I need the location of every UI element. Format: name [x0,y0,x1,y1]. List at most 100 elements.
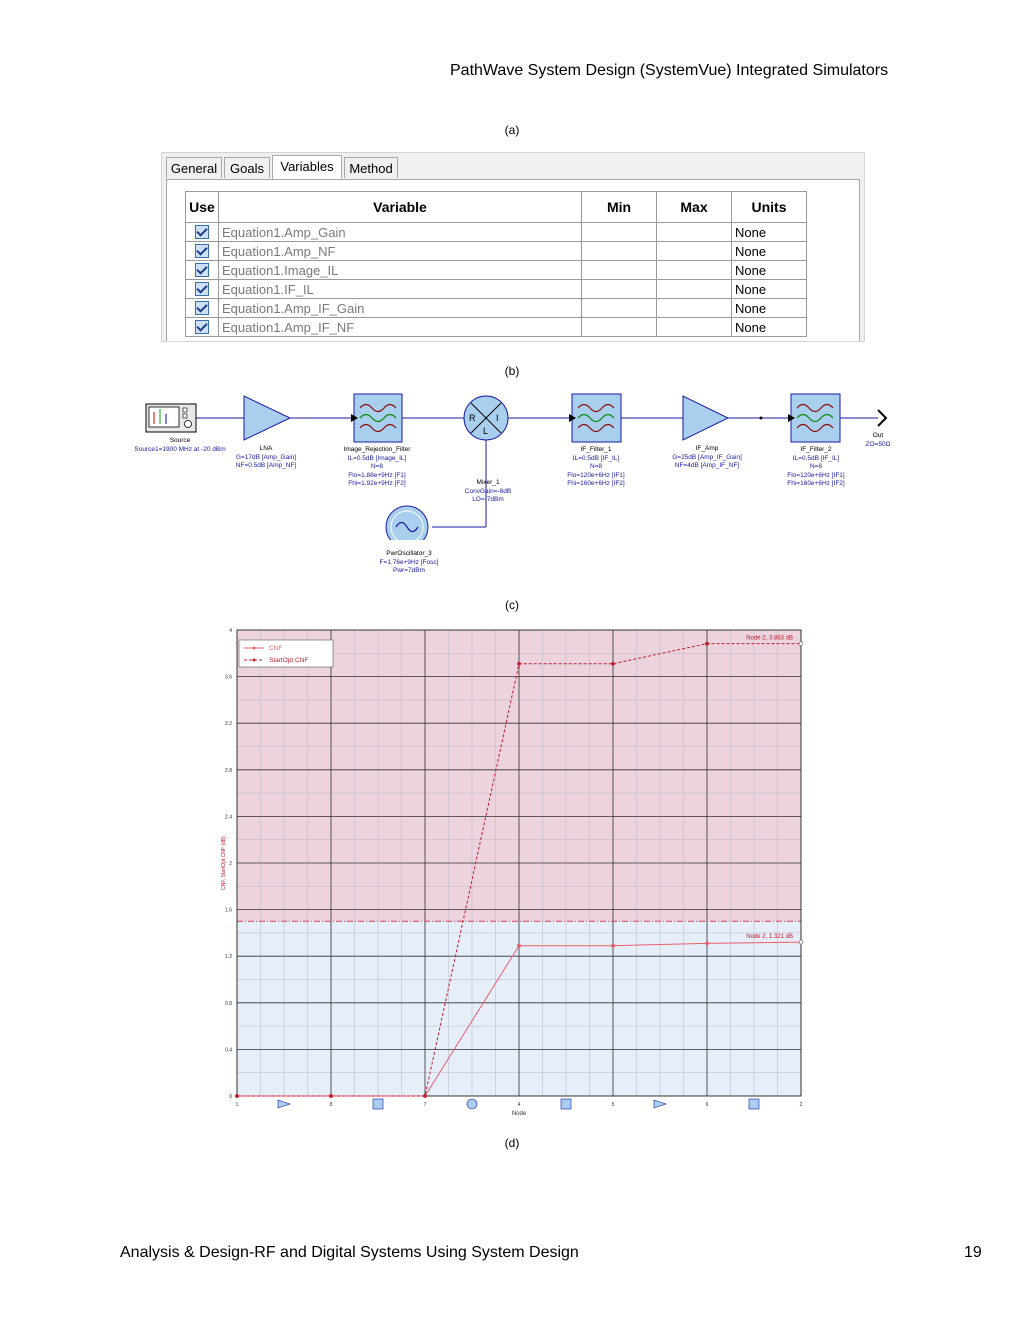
legend-label: StartOpt.CNF [269,657,308,664]
col-units[interactable]: Units [731,191,807,223]
optimization-dialog: General Goals Variables Method Use Varia… [161,152,865,342]
tab-variables[interactable]: Variables [272,155,342,179]
lna-param: NF=0.5dB [Amp_NF] [235,462,297,469]
marker-annotation: Node 2, 3.883 dB [746,636,793,642]
oscillator-param: F=1.76e+9Hz [Fosc] [379,558,439,566]
if-filter-1-icon[interactable] [569,393,622,443]
units-cell[interactable]: None [731,222,807,242]
tab-goals[interactable]: Goals [224,157,270,178]
series-point [611,661,615,666]
table-row[interactable]: Equation1.IF_IL None [185,279,807,299]
if-filter-1-param: Fhi=160e+6Hz [IF2] [567,480,625,487]
page-number: 19 [964,1244,982,1261]
series-point [517,661,521,666]
filter-icon [372,1098,384,1110]
table-row[interactable]: Equation1.Amp_IF_NF None [185,317,807,337]
if-filter-2-param: Flo=120e+6Hz [IF1] [787,471,845,479]
x-tick-label: 5 [612,1102,615,1108]
variable-cell: Equation1.Image_IL [218,260,582,280]
legend-label: CNF [269,645,282,652]
max-cell[interactable] [656,298,732,318]
variable-cell: Equation1.Amp_NF [218,241,582,261]
if-amp-name: IF_Amp [695,445,719,452]
y-tick-label: 3.6 [225,675,232,681]
y-axis-label: CNF, StartOpt.CNF (dB) [221,836,227,890]
min-cell[interactable] [581,298,657,318]
image-filter-param: Flo=1.88e+9Hz [F1] [348,471,406,479]
variable-cell: Equation1.IF_IL [218,279,582,299]
units-cell[interactable]: None [731,260,807,280]
if-amp-param: G=25dB [Amp_IF_Gain] [672,453,742,461]
max-cell[interactable] [656,317,732,337]
table-row[interactable]: Equation1.Amp_Gain None [185,222,807,242]
max-cell[interactable] [656,222,732,242]
mixer-icon[interactable]: R I L [463,395,509,441]
series-point [705,941,709,946]
filter-icon [560,1098,572,1110]
min-cell[interactable] [581,260,657,280]
table-row[interactable]: Equation1.Amp_NF None [185,241,807,261]
max-cell[interactable] [656,241,732,261]
if-filter-2-name: IF_Filter_2 [800,446,832,453]
x-tick-label: 8 [330,1102,333,1108]
units-cell[interactable]: None [731,279,807,299]
use-checkbox[interactable] [185,279,219,299]
output-port-icon[interactable] [877,409,888,427]
y-tick-label: 4 [229,628,232,634]
image-filter-label-block: Image_Rejection_Filter IL=0.5dB [Image_I… [332,446,422,489]
oscillator-name: PwrOscillator_3 [386,550,432,557]
tab-general[interactable]: General [166,157,222,178]
col-use[interactable]: Use [185,191,219,223]
max-cell[interactable] [656,279,732,299]
min-cell[interactable] [581,317,657,337]
if-amplifier-icon[interactable] [682,395,730,441]
use-checkbox[interactable] [185,260,219,280]
y-tick-label: 1.6 [225,908,232,914]
tab-method[interactable]: Method [344,157,398,178]
max-cell[interactable] [656,260,732,280]
units-cell[interactable]: None [731,241,807,261]
table-row[interactable]: Equation1.Amp_IF_Gain None [185,298,807,318]
y-tick-label: 0.8 [225,1001,232,1007]
lna-label-block: LNA G=17dB [Amp_Gain] NF=0.5dB [Amp_NF] [226,445,306,471]
series-point [798,939,804,945]
if-filter-2-param: Fhi=160e+6Hz [IF2] [787,480,845,487]
if-filter-2-label-block: IF_Filter_2 IL=0.5dB [IF_IL] N=8 Flo=120… [776,446,856,489]
if-filter-1-param: N=8 [589,463,603,470]
footer-title: Analysis & Design-RF and Digital Systems… [120,1244,579,1261]
col-max[interactable]: Max [656,191,732,223]
units-cell[interactable]: None [731,298,807,318]
out-param: ZO=50Ω [865,440,891,448]
image-filter-icon[interactable] [351,393,403,443]
y-tick-label: 0 [229,1094,232,1100]
use-checkbox[interactable] [185,298,219,318]
min-cell[interactable] [581,222,657,242]
series-point [235,1094,239,1098]
signal-source-icon[interactable] [145,403,197,433]
oscillator-icon[interactable] [385,505,429,540]
caption-d: (d) [504,1136,520,1150]
if-filter-2-icon[interactable] [759,393,841,443]
col-min[interactable]: Min [581,191,657,223]
lna-amplifier-icon[interactable] [243,395,292,441]
if-amp-param: NF=4dB [Amp_IF_NF] [674,462,740,469]
use-checkbox[interactable] [185,317,219,337]
y-tick-label: 3.2 [225,721,232,727]
table-row[interactable]: Equation1.Image_IL None [185,260,807,280]
cnf-chart: 0 0.4 0.8 1.2 1.6 2 2.4 2.8 3.2 3.6 4 1 8 7 4 5 6 2 Node CN… [221,628,804,1117]
if-amp-label-block: IF_Amp G=25dB [Amp_IF_Gain] NF=4dB [Amp_… [662,445,752,471]
series-point [705,641,709,646]
source-name: Source [169,437,191,444]
series-point [798,641,804,646]
min-cell[interactable] [581,241,657,261]
use-checkbox[interactable] [185,241,219,261]
use-checkbox[interactable] [185,222,219,242]
col-variable[interactable]: Variable [218,191,582,223]
amp-icon [277,1099,291,1109]
variable-cell: Equation1.Amp_IF_NF [218,317,582,337]
if-filter-1-param: IL=0.5dB [IF_IL] [572,454,620,462]
image-filter-param: N=8 [370,463,384,470]
min-cell[interactable] [581,279,657,299]
if-filter-1-name: IF_Filter_1 [580,446,612,453]
units-cell[interactable]: None [731,317,807,337]
